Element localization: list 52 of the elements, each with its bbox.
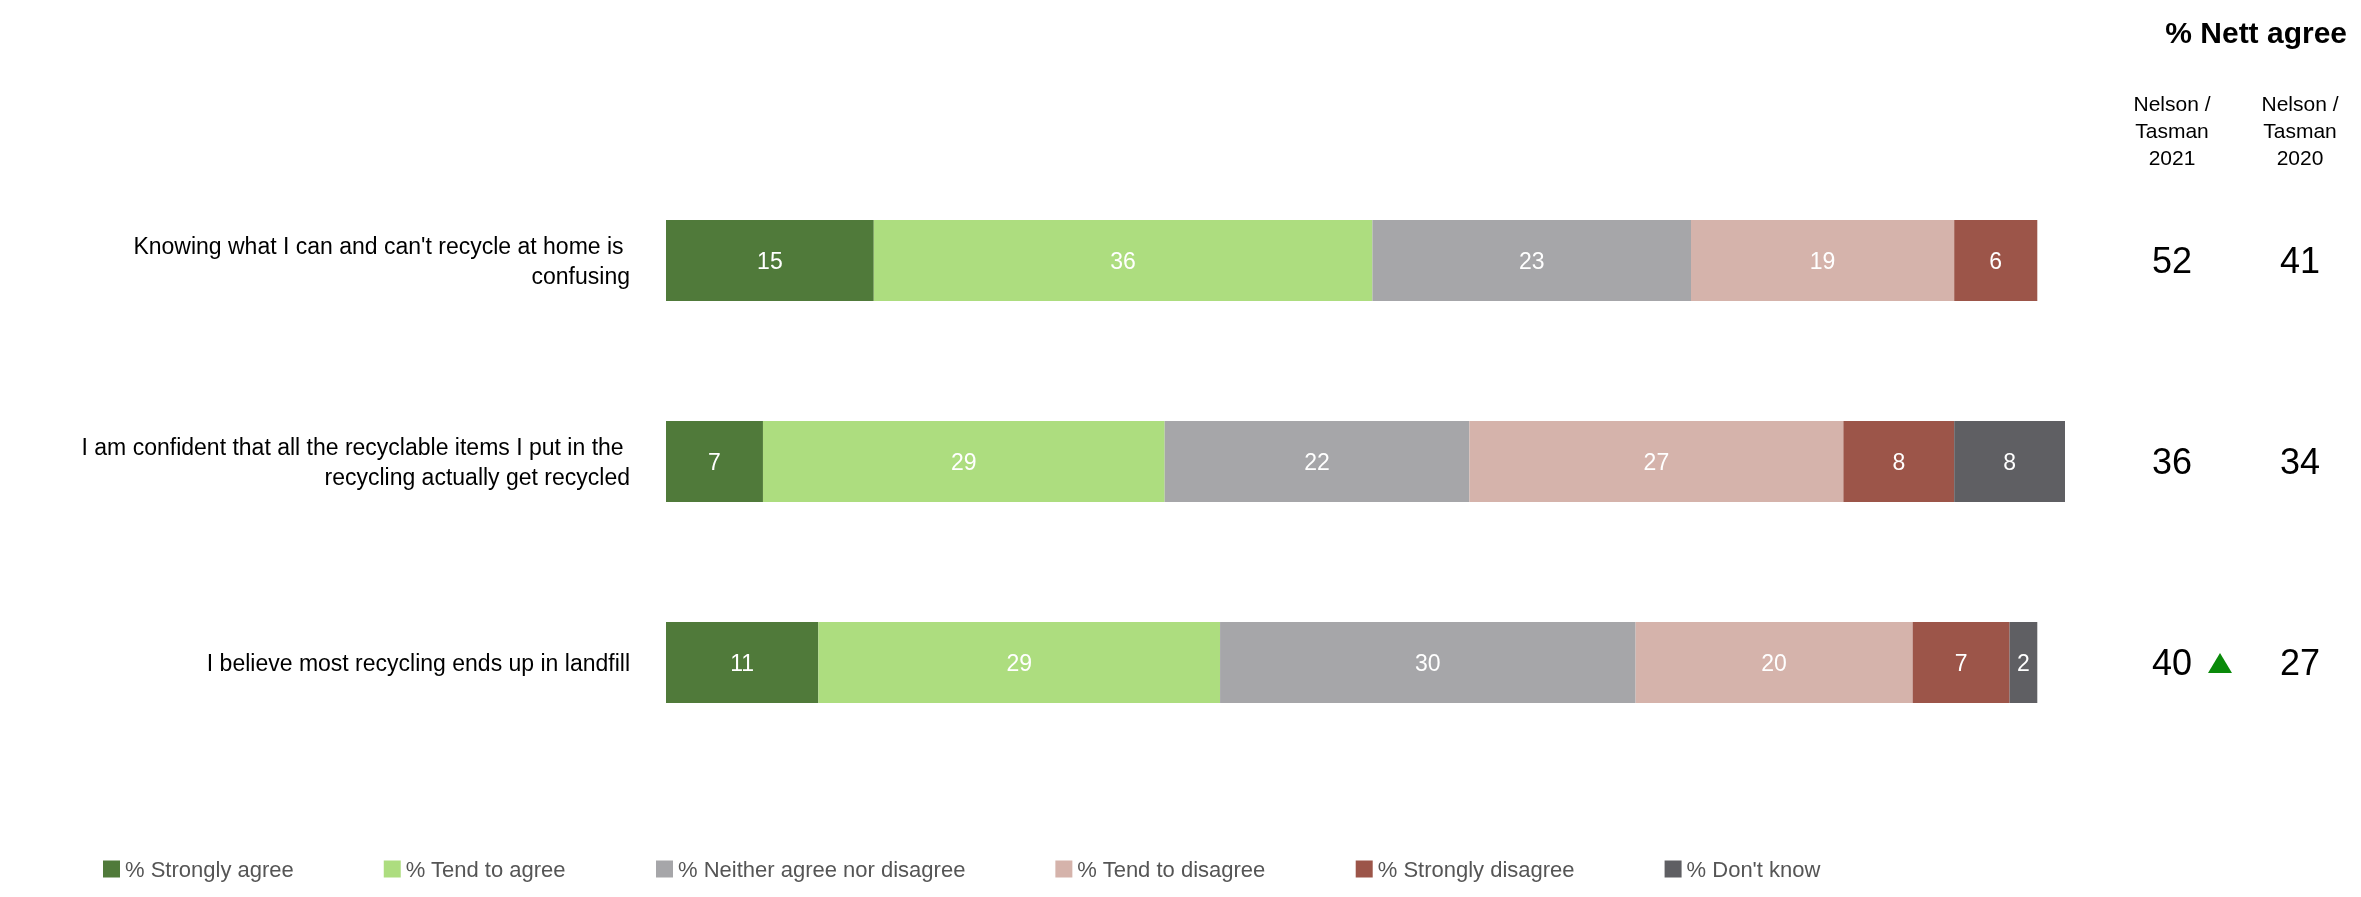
data-label: 6: [1989, 247, 2003, 274]
bar: [1912, 622, 2010, 703]
data-label: 29: [951, 448, 977, 475]
legend-label: % Tend to disagree: [1077, 856, 1266, 882]
data-label: 15: [757, 247, 783, 274]
text: 27: [2279, 641, 2321, 683]
bar: [1954, 421, 2065, 502]
bar: [2009, 622, 2038, 703]
data-label: 23: [1518, 247, 1545, 274]
bar: [666, 220, 874, 301]
data-label: 7: [708, 448, 721, 475]
bar: [1691, 220, 1955, 301]
text: 52: [2151, 239, 2193, 281]
data-label: 22: [1304, 448, 1330, 475]
text: Nelson / Tasman 2021: [2132, 91, 2212, 171]
legend-label: % Neither agree nor disagree: [677, 856, 966, 882]
data-label: 29: [1006, 649, 1033, 676]
legend-label: % Strongly disagree: [1377, 856, 1575, 882]
data-label: 27: [1643, 448, 1670, 475]
data-label: 7: [1954, 649, 1968, 676]
bar: [1843, 421, 1955, 502]
data-label: 11: [730, 649, 755, 676]
data-label: 36: [1110, 247, 1136, 274]
text: Nelson / Tasman 2020: [2260, 91, 2340, 171]
text: % Nett agree: [2165, 16, 2347, 50]
bar: [1164, 421, 1470, 502]
bar: [1372, 220, 1692, 301]
text: 34: [2279, 440, 2321, 482]
bar: [666, 622, 819, 703]
bar: [818, 622, 1221, 703]
text: 36: [2151, 440, 2193, 482]
bar: [666, 421, 763, 502]
data-label: 19: [1809, 247, 1836, 274]
data-label: 2: [2017, 649, 2030, 676]
y-tick-label: I am confident that all the recyclable items I put in the recycling actually get recycled: [81, 433, 630, 490]
y-tick-label: Knowing what I can and can't recycle at home is confusing: [133, 232, 630, 289]
data-label: 20: [1761, 649, 1787, 676]
data-label: 30: [1415, 649, 1441, 676]
legend-label: % Tend to agree: [405, 856, 566, 882]
text: 41: [2279, 239, 2321, 281]
data-label: 8: [1892, 448, 1906, 475]
legend-label: % Don't know: [1686, 856, 1821, 882]
text: 40: [2151, 641, 2193, 683]
y-tick-label: I believe most recycling ends up in landfill: [206, 649, 630, 676]
bar: [1954, 220, 2038, 301]
legend-label: % Strongly agree: [125, 856, 294, 882]
bar: [1635, 622, 1913, 703]
bar: [873, 220, 1373, 301]
bar: [762, 421, 1165, 502]
bar: [1220, 622, 1636, 703]
bar: [1469, 421, 1844, 502]
data-label: 8: [2003, 448, 2016, 475]
